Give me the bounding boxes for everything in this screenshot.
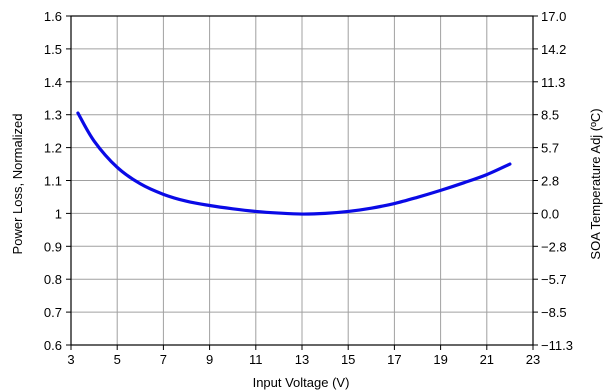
y2-tick-label: −5.7	[541, 272, 567, 287]
y2-tick-label: 5.7	[541, 141, 559, 156]
x-tick-label: 13	[295, 352, 309, 367]
y-tick-label: 1.2	[44, 141, 62, 156]
x-tick-label: 7	[160, 352, 167, 367]
x-tick-label: 19	[433, 352, 447, 367]
y2-tick-label: 11.3	[541, 75, 565, 90]
y-tick-label: 1.6	[44, 9, 62, 24]
y-tick-label: 0.9	[44, 239, 62, 254]
y2-tick-label: 17.0	[541, 9, 566, 24]
y2-tick-label: 8.5	[541, 108, 559, 123]
y-tick-label: 1	[55, 206, 62, 221]
x-tick-label: 11	[249, 352, 263, 367]
ticks-layer	[66, 15, 538, 350]
x-tick-label: 15	[341, 352, 355, 367]
x-tick-label: 3	[67, 352, 74, 367]
y2-tick-label: 0.0	[541, 206, 559, 221]
y-tick-label: 1.1	[44, 174, 62, 189]
y-tick-label: 0.7	[44, 305, 62, 320]
x-tick-label: 23	[526, 352, 540, 367]
x-tick-label: 17	[387, 352, 401, 367]
x-axis-title: Input Voltage (V)	[253, 375, 350, 390]
y-tick-label: 1.3	[44, 108, 62, 123]
y-tick-label: 0.8	[44, 272, 62, 287]
y2-tick-label: 14.2	[541, 42, 566, 57]
y2-tick-label: −11.3	[541, 338, 573, 353]
y-tick-label: 1.4	[44, 75, 62, 90]
y2-tick-label: 2.8	[541, 174, 559, 189]
y2-tick-labels: −11.3 −8.5 −5.7 −2.8 0.0 2.8 5.7 8.5 11.3 14.2 17.…	[541, 9, 573, 353]
y2-tick-label: −2.8	[541, 239, 567, 254]
x-tick-label: 5	[114, 352, 121, 367]
x-tick-labels: 3 5 7 9 11 13 15 17 19 21 23	[67, 352, 540, 367]
x-tick-label: 9	[206, 352, 213, 367]
y2-axis-title: SOA Temperature Adj (ºC)	[588, 108, 603, 259]
y-tick-label: 1.5	[44, 42, 62, 57]
grid-layer	[71, 16, 533, 345]
y2-tick-label: −8.5	[541, 305, 567, 320]
y-axis-title: Power Loss, Normalized	[10, 114, 25, 255]
y-tick-label: 0.6	[44, 338, 62, 353]
y-tick-labels: 0.6 0.7 0.8 0.9 1 1.1 1.2 1.3 1.4 1.5 1.6	[44, 9, 62, 353]
series-line-power-loss	[76, 111, 512, 216]
x-tick-label: 21	[480, 352, 494, 367]
